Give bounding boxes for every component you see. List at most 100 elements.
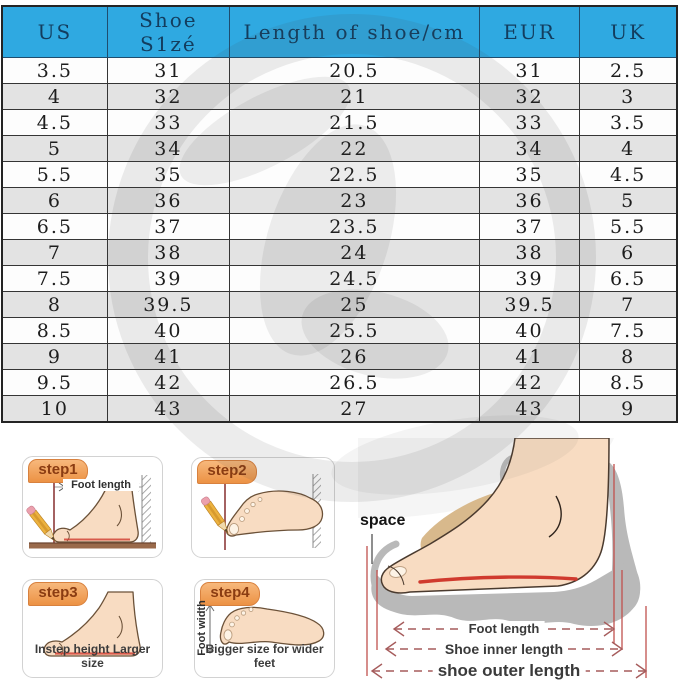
- foot-length-measurement-label: Foot length: [463, 621, 545, 636]
- table-cell: 9: [579, 395, 678, 423]
- table-cell: 20.5: [228, 57, 480, 84]
- table-cell: 2.5: [579, 57, 678, 84]
- step3-badge: step3: [28, 582, 88, 606]
- table-row: 8.5 40 25.5 40 7.5: [1, 317, 678, 344]
- table-cell: 8.5: [1, 317, 108, 344]
- table-row: 4 32 21 32 3: [1, 83, 678, 110]
- step3-instep-illustration: [43, 591, 141, 657]
- column-header: Shoe S1zé: [106, 5, 230, 58]
- table-row: 9 41 26 41 8: [1, 343, 678, 370]
- shoe-inner-length-measurement-label: Shoe inner length: [439, 641, 569, 657]
- table-row: 7.5 39 24.5 39 6.5: [1, 265, 678, 292]
- table-cell: 7: [1, 239, 108, 266]
- table-cell: 24.5: [228, 265, 480, 292]
- table-cell: 27: [228, 395, 480, 423]
- size-conversion-table: US Shoe S1zé Length of shoe/cm EUR UK 3.5 31 2…: [1, 5, 678, 423]
- column-header: US: [1, 5, 108, 58]
- table-cell: 4.5: [579, 161, 678, 188]
- table-cell: 4: [579, 135, 678, 162]
- table-cell: 22: [228, 135, 480, 162]
- table-cell: 6.5: [579, 265, 678, 292]
- table-cell: 41: [478, 343, 581, 370]
- table-row: 8 39.5 25 39.5 7: [1, 291, 678, 318]
- table-cell: 38: [478, 239, 581, 266]
- table-cell: 23.5: [228, 213, 480, 240]
- step2-badge: step2: [197, 460, 257, 484]
- table-row: 4.5 33 21.5 33 3.5: [1, 109, 678, 136]
- table-cell: 21.5: [228, 109, 480, 136]
- table-cell: 43: [478, 395, 581, 423]
- table-cell: 32: [106, 83, 230, 110]
- table-cell: 7: [579, 291, 678, 318]
- table-cell: 5.5: [579, 213, 678, 240]
- table-cell: 4.5: [1, 109, 108, 136]
- table-cell: 3.5: [579, 109, 678, 136]
- table-cell: 10: [1, 395, 108, 423]
- table-cell: 37: [478, 213, 581, 240]
- table-cell: 41: [106, 343, 230, 370]
- table-cell: 5: [579, 187, 678, 214]
- table-cell: 24: [228, 239, 480, 266]
- step1-panel: step1 Foot length: [22, 456, 163, 558]
- table-cell: 3.5: [1, 57, 108, 84]
- step3-panel: step3 Instep height Larger size: [22, 579, 163, 678]
- table-cell: 33: [478, 109, 581, 136]
- column-header: Length of shoe/cm: [228, 5, 480, 58]
- table-row: 5.5 35 22.5 35 4.5: [1, 161, 678, 188]
- table-cell: 35: [478, 161, 581, 188]
- table-row: 3.5 31 20.5 31 2.5: [1, 57, 678, 84]
- table-cell: 42: [478, 369, 581, 396]
- size-table-header-row: US Shoe S1zé Length of shoe/cm EUR UK: [1, 5, 678, 58]
- table-cell: 32: [478, 83, 581, 110]
- step4-caption: Bigger size for wider feet: [205, 642, 324, 670]
- table-cell: 7.5: [579, 317, 678, 344]
- table-cell: 38: [106, 239, 230, 266]
- table-cell: 36: [106, 187, 230, 214]
- table-cell: 34: [106, 135, 230, 162]
- step2-panel: step2: [191, 457, 335, 558]
- shoe-measurement-diagram: space Foot length Shoe inner length shoe…: [358, 438, 679, 682]
- table-cell: 26: [228, 343, 480, 370]
- step4-panel: step4 Foot width Bigger size for wider f…: [194, 579, 335, 678]
- shoe-diagram-illustration: [358, 438, 648, 679]
- table-cell: 23: [228, 187, 480, 214]
- step4-foot-width-illustration: [205, 604, 325, 654]
- shoe-outer-length-measurement-label: shoe outer length: [432, 661, 586, 681]
- table-cell: 5: [1, 135, 108, 162]
- table-cell: 34: [478, 135, 581, 162]
- column-header: UK: [579, 5, 678, 58]
- table-cell: 8: [1, 291, 108, 318]
- table-cell: 31: [106, 57, 230, 84]
- table-cell: 6: [1, 187, 108, 214]
- table-row: 6 36 23 36 5: [1, 187, 678, 214]
- step2-foot-trace-illustration: [199, 472, 324, 550]
- table-cell: 26.5: [228, 369, 480, 396]
- table-cell: 7.5: [1, 265, 108, 292]
- table-row: 5 34 22 34 4: [1, 135, 678, 162]
- table-cell: 42: [106, 369, 230, 396]
- table-cell: 5.5: [1, 161, 108, 188]
- step4-badge: step4: [200, 582, 260, 606]
- table-cell: 9: [1, 343, 108, 370]
- table-row: 7 38 24 38 6: [1, 239, 678, 266]
- table-cell: 39.5: [478, 291, 581, 318]
- table-cell: 31: [478, 57, 581, 84]
- table-cell: 39: [478, 265, 581, 292]
- table-cell: 22.5: [228, 161, 480, 188]
- table-cell: 25.5: [228, 317, 480, 344]
- table-cell: 40: [478, 317, 581, 344]
- size-table-body: 3.5 31 20.5 31 2.5 4 32 21 32 3 4.5 33 21.5 33 3.5 5 34 2…: [1, 57, 678, 423]
- table-cell: 6: [579, 239, 678, 266]
- table-cell: 39.5: [106, 291, 230, 318]
- table-cell: 6.5: [1, 213, 108, 240]
- table-cell: 9.5: [1, 369, 108, 396]
- table-cell: 21: [228, 83, 480, 110]
- table-cell: 8: [579, 343, 678, 370]
- table-cell: 43: [106, 395, 230, 423]
- table-cell: 3: [579, 83, 678, 110]
- table-row: 6.5 37 23.5 37 5.5: [1, 213, 678, 240]
- table-row: 10 43 27 43 9: [1, 395, 678, 423]
- table-cell: 33: [106, 109, 230, 136]
- table-cell: 39: [106, 265, 230, 292]
